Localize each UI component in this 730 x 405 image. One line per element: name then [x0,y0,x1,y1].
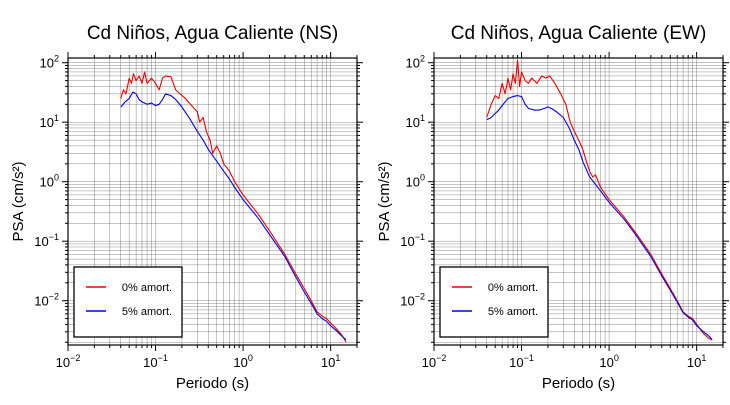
y-tick-label-base: 10 [40,175,54,190]
y-tick-label: 102 [406,54,425,71]
y-tick-label-exponent: −1 [415,232,425,242]
series-group [120,71,347,343]
x-tick-label-base: 10 [233,355,247,370]
y-tick-label-exponent: −1 [49,232,59,242]
x-tick-label: 100 [599,353,618,370]
x-tick-label-base: 10 [599,355,613,370]
legend-label: 0% amort. [122,282,172,294]
x-tick-label-exponent: 0 [248,353,253,363]
x-tick-label-base: 10 [143,355,157,370]
y-tick-label-exponent: 2 [420,54,425,64]
y-tick-label-base: 10 [34,234,48,249]
x-tick-label: 101 [687,353,706,370]
x-tick-label-base: 10 [321,355,335,370]
y-tick-label-base: 10 [406,115,420,130]
legend-box [439,266,549,338]
x-tick-label-base: 10 [687,355,701,370]
y-tick-label: 10−2 [400,292,425,309]
x-tick-label: 100 [233,353,252,370]
y-axis-label: PSA (cm/s²) [376,161,393,241]
y-tick-label-exponent: 2 [54,54,59,64]
y-tick-label: 10−1 [34,232,59,249]
series-group [486,59,713,341]
y-tick-label-base: 10 [400,294,414,309]
y-tick-label-base: 10 [406,175,420,190]
x-axis-label: Periodo (s) [542,375,615,392]
x-tick-label-exponent: 0 [614,353,619,363]
y-tick-label: 102 [40,54,59,71]
x-tick-label-base: 10 [56,355,70,370]
legend: 0% amort. 5% amort. [439,266,549,338]
x-tick-label-base: 10 [509,355,523,370]
y-tick-label-base: 10 [400,234,414,249]
y-tick-label: 10−2 [34,292,59,309]
x-tick-label-base: 10 [422,355,436,370]
x-tick-label: 10−1 [509,353,534,370]
chart-title: Cd Niños, Agua Caliente (EW) [451,23,707,44]
x-tick-label-exponent: −2 [436,353,446,363]
y-axis-label: PSA (cm/s²) [10,161,27,241]
plot-frame [433,57,724,346]
y-tick-label-exponent: −2 [415,292,425,302]
y-tick-label-base: 10 [40,56,54,71]
x-axis-label: Periodo (s) [176,375,249,392]
legend-box [73,266,183,338]
legend-label: 5% amort. [122,306,172,318]
ticks [62,52,363,351]
x-tick-label-exponent: −2 [70,353,80,363]
series-line-0pct [120,71,347,343]
ticks [428,52,729,351]
x-tick-label: 101 [321,353,340,370]
legend-label: 5% amort. [488,306,538,318]
series-line-5pct [120,91,347,341]
x-tick-label-exponent: 1 [701,353,706,363]
plot-frame [67,57,358,346]
x-tick-label: 10−2 [422,353,447,370]
x-tick-label-exponent: −1 [524,353,534,363]
x-tick-label: 10−1 [143,353,168,370]
x-tick-label-exponent: 1 [335,353,340,363]
y-tick-label-base: 10 [34,294,48,309]
y-tick-label: 100 [406,173,425,190]
y-tick-label-exponent: 0 [54,173,59,183]
y-tick-label-exponent: −2 [49,292,59,302]
y-tick-label-base: 10 [406,56,420,71]
y-tick-label: 10−1 [400,232,425,249]
x-tick-label-exponent: −1 [158,353,168,363]
y-tick-label-exponent: 0 [420,173,425,183]
legend: 0% amort. 5% amort. [73,266,183,338]
grid [67,58,358,345]
y-tick-label: 100 [40,173,59,190]
y-tick-label-exponent: 1 [420,113,425,123]
y-tick-label-base: 10 [40,115,54,130]
y-tick-label: 101 [40,113,59,130]
y-tick-label-exponent: 1 [54,113,59,123]
legend-label: 0% amort. [488,282,538,294]
x-tick-label: 10−2 [56,353,81,370]
y-tick-label: 101 [406,113,425,130]
chart-title: Cd Niños, Agua Caliente (NS) [87,23,338,44]
series-line-5pct [486,95,713,341]
